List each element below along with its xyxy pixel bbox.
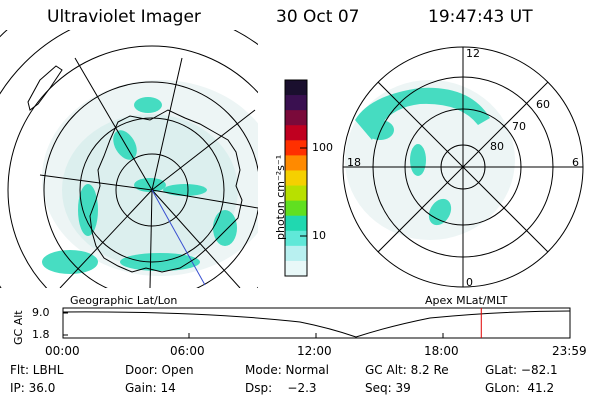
colorbar-segment (285, 200, 307, 217)
left-map-caption: Geographic Lat/Lon (70, 294, 178, 307)
instrument-title: Ultraviolet Imager (47, 7, 201, 27)
aurora-emission (355, 87, 490, 226)
timeline-xtick-3: 18:00 (424, 344, 459, 358)
mlt-label-6: 6 (572, 156, 579, 169)
info-glat: GLat: −82.1 (485, 363, 558, 377)
colorbar-segment (285, 245, 307, 262)
mlt-label-0: 0 (466, 276, 473, 289)
info-flt: Flt: LBHL (10, 363, 64, 377)
info-gain: Gain: 14 (125, 381, 176, 395)
time-label: 19:47:43 UT (428, 7, 533, 27)
sun-meridian (151, 189, 206, 286)
timeline-ytick-max: 9.0 (32, 306, 50, 319)
altitude-curve (62, 310, 571, 338)
timeline-ylabel: GC Alt (12, 310, 25, 345)
info-seq: Seq: 39 (365, 381, 411, 395)
date-label: 30 Oct 07 (276, 7, 360, 27)
aurora-emission (42, 97, 237, 274)
right-map-caption: Apex MLat/MLT (425, 294, 508, 307)
mlt-label-12: 12 (466, 47, 480, 60)
mlt-label-18: 18 (347, 156, 361, 169)
info-mode: Mode: Normal (245, 363, 329, 377)
image-footprint (345, 80, 515, 240)
colorbar-segment (285, 95, 307, 111)
mlat-label-80: 80 (490, 140, 504, 153)
timeline-xtick-0: 00:00 (45, 344, 80, 358)
colorbar (284, 79, 308, 277)
colorbar-segment (285, 260, 307, 277)
latitude-circles (0, 30, 258, 288)
colorbar-segment (285, 80, 307, 96)
info-glon: GLon: 41.2 (485, 381, 555, 395)
colorbar-segment (285, 110, 307, 126)
colorbar-segment (285, 125, 307, 141)
mlat-label-70: 70 (512, 120, 526, 133)
magnetic-map (342, 46, 584, 288)
coastline-peninsula (27, 65, 63, 111)
info-gc-alt: GC Alt: 8.2 Re (365, 363, 449, 377)
geographic-map (0, 30, 258, 288)
timeline-ticks (62, 312, 571, 338)
colorbar-segment (285, 170, 307, 187)
info-door: Door: Open (125, 363, 194, 377)
timeline-xtick-1: 06:00 (170, 344, 205, 358)
colorbar-unit-label: photon cm⁻²s⁻¹ (274, 154, 287, 240)
timeline-xtick-2: 12:00 (297, 344, 332, 358)
colorbar-tick-10: 10 (312, 229, 326, 242)
colorbar-gradient (285, 80, 307, 277)
colorbar-segment (285, 140, 307, 156)
colorbar-segment (285, 215, 307, 232)
altitude-timeline (62, 307, 571, 339)
coastline (89, 109, 243, 273)
timeline-xtick-4: 23:59 (552, 344, 587, 358)
colorbar-segment (285, 185, 307, 202)
colorbar-segment (285, 230, 307, 247)
colorbar-segment (285, 155, 307, 171)
mlt-lines (343, 47, 583, 287)
mlat-label-60: 60 (536, 98, 550, 111)
info-ip: IP: 36.0 (10, 381, 56, 395)
colorbar-tick-100: 100 (312, 141, 333, 154)
longitude-lines (39, 57, 258, 288)
timeline-ytick-min: 1.8 (32, 328, 50, 341)
info-dsp: Dsp: −2.3 (245, 381, 317, 395)
